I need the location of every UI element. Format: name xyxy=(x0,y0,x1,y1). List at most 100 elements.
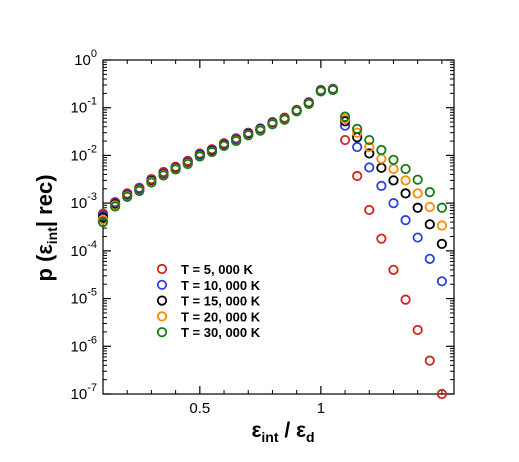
data-point xyxy=(424,253,435,264)
data-point xyxy=(424,187,435,198)
data-point xyxy=(412,202,423,213)
data-point xyxy=(388,175,399,186)
data-point xyxy=(158,170,169,181)
data-point xyxy=(424,201,435,213)
series-3 xyxy=(97,84,447,249)
data-point xyxy=(279,114,290,125)
data-point xyxy=(376,162,387,173)
data-point xyxy=(376,180,387,191)
data-point xyxy=(122,191,133,203)
data-point xyxy=(255,125,266,136)
legend-marker xyxy=(156,327,168,338)
y-tick-label-exponent: -7 xyxy=(87,382,97,394)
data-point xyxy=(376,233,387,244)
y-axis-sub-int: int xyxy=(44,227,60,244)
legend-marker xyxy=(156,311,168,322)
data-point xyxy=(424,219,435,230)
x-axis-title: εint / εd xyxy=(251,419,314,445)
y-tick-label-base: 10 xyxy=(71,243,88,260)
legend-label: T = 20, 000 K xyxy=(181,309,261,324)
y-tick-label: 10-6 xyxy=(71,334,97,355)
data-point xyxy=(352,123,363,134)
legend-label: T = 30, 000 K xyxy=(181,325,261,340)
data-point xyxy=(194,151,205,162)
y-tick-label: 10-5 xyxy=(71,287,97,308)
series-5 xyxy=(97,84,447,228)
data-point xyxy=(400,215,411,226)
x-tick-label: 0.5 xyxy=(189,400,210,417)
data-point xyxy=(243,130,254,141)
data-point xyxy=(267,119,278,130)
y-axis-title: p (εint| rec) xyxy=(32,174,60,281)
data-point xyxy=(412,324,423,336)
data-point xyxy=(339,134,351,146)
y-tick-label-base: 10 xyxy=(71,338,88,355)
y-tick-label-exponent: -3 xyxy=(87,191,97,203)
data-point xyxy=(352,127,363,138)
legend-label: T = 10, 000 K xyxy=(181,278,261,293)
y-tick-label-exponent: -6 xyxy=(87,334,97,346)
legend-marker xyxy=(156,295,168,306)
data-point xyxy=(303,98,314,110)
data-point xyxy=(388,198,399,209)
data-point xyxy=(110,201,121,212)
y-axis-epsilon: ε xyxy=(32,244,57,255)
y-tick-label: 10-2 xyxy=(71,143,97,164)
y-tick-label: 100 xyxy=(74,48,97,69)
data-point xyxy=(97,217,109,228)
data-point xyxy=(170,164,181,175)
y-tick-label: 10-3 xyxy=(71,191,97,212)
y-axis-suffix: | rec) xyxy=(32,174,57,227)
y-axis-prefix: p ( xyxy=(32,254,57,282)
data-point xyxy=(352,170,363,182)
y-tick-label-base: 10 xyxy=(71,195,88,212)
data-point xyxy=(364,148,375,159)
legend-marker xyxy=(156,279,168,290)
x-axis-sub-d: d xyxy=(306,429,315,445)
data-point xyxy=(388,154,399,165)
data-point xyxy=(400,188,411,199)
data-point xyxy=(291,106,302,117)
y-tick-label-exponent: -5 xyxy=(87,287,97,299)
data-point xyxy=(364,162,375,173)
legend-label: T = 15, 000 K xyxy=(181,294,261,309)
y-tick-label-base: 10 xyxy=(71,386,88,403)
data-point xyxy=(412,188,423,199)
y-tick-label-exponent: -2 xyxy=(87,143,97,155)
plot-frame xyxy=(102,59,455,395)
data-point xyxy=(364,141,375,153)
x-axis-epsilon-d: ε xyxy=(296,419,306,442)
data-point xyxy=(327,84,339,96)
data-point xyxy=(315,86,326,97)
y-tick-label-exponent: -1 xyxy=(87,96,97,108)
data-point xyxy=(376,153,387,164)
data-point xyxy=(424,355,435,366)
y-tick-label-base: 10 xyxy=(71,100,88,117)
data-point xyxy=(436,220,447,231)
data-point xyxy=(352,141,363,153)
data-point xyxy=(206,146,218,158)
y-tick-label: 10-1 xyxy=(71,96,97,117)
data-point xyxy=(400,294,411,305)
y-tick-label: 10-7 xyxy=(71,382,97,403)
x-tick-label: 1 xyxy=(317,400,325,417)
data-point xyxy=(134,185,145,197)
legend: T = 5, 000 KT = 10, 000 KT = 15, 000 KT … xyxy=(156,262,261,340)
y-tick-label-exponent: -4 xyxy=(87,239,97,251)
x-axis-separator: / xyxy=(279,419,297,442)
data-point xyxy=(436,202,447,213)
data-point xyxy=(436,276,447,287)
data-point xyxy=(436,238,447,249)
data-point xyxy=(364,204,375,216)
legend-label: T = 5, 000 K xyxy=(181,262,254,277)
y-tick-label: 10-4 xyxy=(71,239,97,260)
legend-marker xyxy=(156,263,168,275)
x-axis-epsilon: ε xyxy=(251,419,261,442)
data-point xyxy=(231,135,242,147)
data-point xyxy=(182,158,193,170)
y-tick-label-base: 10 xyxy=(71,291,88,308)
data-point xyxy=(376,144,387,156)
y-tick-label-exponent: 0 xyxy=(91,48,97,60)
